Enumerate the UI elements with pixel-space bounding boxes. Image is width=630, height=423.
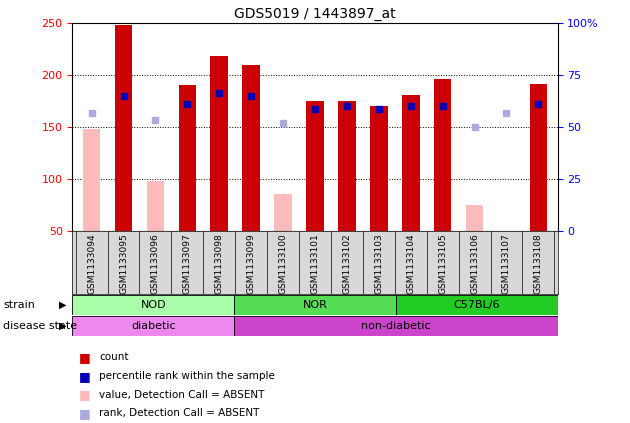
Bar [72,316,234,336]
Bar [306,101,324,231]
Text: percentile rank within the sample: percentile rank within the sample [99,371,275,381]
Text: GSM1133102: GSM1133102 [343,233,352,294]
Bar [396,295,558,315]
Bar [210,56,228,231]
Text: GSM1133098: GSM1133098 [215,233,224,294]
Bar [370,106,387,231]
Text: GSM1133103: GSM1133103 [374,233,383,294]
Bar [274,194,292,231]
Bar [530,85,547,231]
Text: GSM1133097: GSM1133097 [183,233,192,294]
Text: non-diabetic: non-diabetic [361,321,431,331]
Bar [243,65,260,231]
Text: GSM1133107: GSM1133107 [502,233,511,294]
Bar [338,101,356,231]
Text: GSM1133094: GSM1133094 [87,233,96,294]
Text: ▶: ▶ [59,321,66,331]
Text: NOD: NOD [140,300,166,310]
Text: rank, Detection Call = ABSENT: rank, Detection Call = ABSENT [99,408,260,418]
Text: ■: ■ [79,351,91,364]
Text: disease state: disease state [3,321,77,331]
Bar [83,129,100,231]
Bar [147,181,164,231]
Text: ■: ■ [79,388,91,401]
Bar [234,295,396,315]
Bar [234,316,558,336]
Bar [72,295,234,315]
Text: count: count [99,352,129,363]
Text: GSM1133099: GSM1133099 [247,233,256,294]
Bar [402,95,420,231]
Text: ■: ■ [79,407,91,420]
Bar [434,79,452,231]
Text: GSM1133101: GSM1133101 [311,233,319,294]
Text: diabetic: diabetic [131,321,176,331]
Text: GSM1133106: GSM1133106 [470,233,479,294]
Title: GDS5019 / 1443897_at: GDS5019 / 1443897_at [234,7,396,21]
Text: GSM1133100: GSM1133100 [278,233,287,294]
Text: GSM1133104: GSM1133104 [406,233,415,294]
Text: C57BL/6: C57BL/6 [454,300,500,310]
Text: GSM1133105: GSM1133105 [438,233,447,294]
Text: NOR: NOR [302,300,328,310]
Text: GSM1133095: GSM1133095 [119,233,128,294]
Text: GSM1133108: GSM1133108 [534,233,543,294]
Text: ▶: ▶ [59,300,66,310]
Text: value, Detection Call = ABSENT: value, Detection Call = ABSENT [99,390,264,400]
Text: GSM1133096: GSM1133096 [151,233,160,294]
Bar [466,205,483,231]
Text: strain: strain [3,300,35,310]
Text: ■: ■ [79,370,91,382]
Bar [115,25,132,231]
Bar [178,85,196,231]
